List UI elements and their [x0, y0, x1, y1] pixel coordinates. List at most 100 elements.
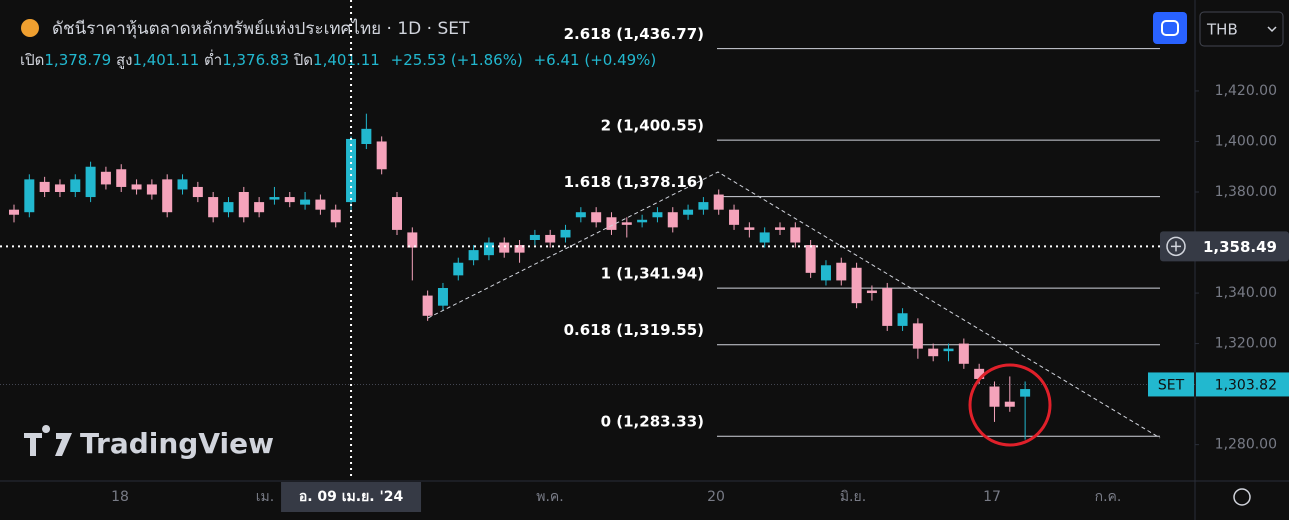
- x-tick-label: 18: [111, 489, 129, 505]
- last-price-box: [1196, 372, 1289, 397]
- currency-label: THB: [1206, 21, 1238, 39]
- legend-value: 1,376.83: [222, 51, 289, 69]
- candle-body: [24, 179, 35, 213]
- x-tick-label: พ.ค.: [536, 489, 564, 505]
- watermark-logo: [24, 425, 72, 456]
- fib-level-label: 1.618 (1,378.16): [564, 173, 704, 191]
- candle-body: [376, 141, 387, 170]
- candle-body: [790, 227, 801, 243]
- candle-body: [897, 313, 908, 326]
- legend-label: สูง: [116, 51, 132, 69]
- candle-body: [729, 209, 740, 225]
- candle-body: [989, 386, 1000, 407]
- legend-label: ต่ำ: [204, 49, 222, 69]
- candle-body: [866, 290, 877, 294]
- candle-body: [39, 181, 50, 192]
- y-tick-label: 1,340.00: [1215, 285, 1277, 301]
- candle-body: [437, 288, 448, 306]
- crosshair-date-label: อ. 09 เม.ย. '24: [299, 489, 404, 505]
- fib-level-label: 0.618 (1,319.55): [564, 321, 704, 339]
- watermark-text: TradingView: [80, 427, 274, 460]
- candle-body: [392, 197, 402, 230]
- compare-button[interactable]: [1153, 12, 1187, 44]
- candle-body: [315, 199, 326, 210]
- candle-body: [330, 209, 341, 223]
- candle-body: [529, 234, 540, 240]
- candle-body: [162, 179, 173, 213]
- candle-body: [606, 217, 617, 230]
- plot-area: [0, 48, 1199, 446]
- candle-body: [146, 184, 157, 195]
- crosshair-date-box: [281, 482, 422, 512]
- candle-body: [805, 245, 816, 273]
- last-price-label: 1,303.82: [1215, 377, 1277, 393]
- candle-body: [85, 166, 96, 198]
- y-tick-label: 1,380.00: [1215, 184, 1277, 200]
- candle-body: [928, 348, 939, 357]
- x-tick-label: มิ.ย.: [840, 489, 866, 505]
- candle-body: [545, 234, 556, 243]
- candle-body: [943, 348, 954, 352]
- candle-body: [637, 219, 648, 223]
- fib-level-label: 2 (1,400.55): [601, 117, 704, 135]
- y-tick-label: 1,280.00: [1215, 437, 1277, 453]
- candle-body: [1004, 401, 1015, 407]
- candle-body: [223, 202, 234, 213]
- candle-body: [974, 368, 985, 379]
- candle-body: [116, 169, 127, 187]
- candle-body: [851, 267, 862, 304]
- dropdown-arrow: [1267, 26, 1277, 33]
- legend-change: +6.41 (+0.49%): [534, 51, 657, 69]
- candle-body: [652, 212, 663, 218]
- x-tick-label: 17: [983, 489, 1001, 505]
- candle-body: [683, 209, 694, 215]
- candle-body: [775, 227, 785, 230]
- candle-body: [1020, 389, 1031, 397]
- y-tick-label: 1,400.00: [1215, 133, 1277, 149]
- candle-body: [131, 184, 142, 190]
- candle-body: [54, 184, 65, 192]
- symbol-box: [1148, 372, 1194, 397]
- candle-body: [254, 202, 265, 213]
- highlight-circle: [968, 363, 1052, 447]
- add-alert-plus: [1171, 241, 1181, 252]
- candle-body: [238, 192, 249, 218]
- y-tick-label: 1,420.00: [1215, 83, 1277, 99]
- candle-body: [882, 288, 893, 326]
- candle-body: [713, 194, 724, 210]
- legend-value: 1,378.79: [44, 51, 111, 69]
- legend-label: เปิด: [20, 51, 44, 69]
- crosshair-price-box: [1160, 231, 1289, 262]
- x-tick-label: 20: [707, 489, 725, 505]
- fib-level-label: 1 (1,341.94): [601, 265, 704, 283]
- candle-body: [744, 227, 755, 230]
- symbol-label: SET: [1158, 377, 1185, 393]
- legend-value: 1,401.11: [132, 51, 199, 69]
- candle-body: [192, 186, 203, 198]
- candle-body: [468, 250, 479, 261]
- settings-icon[interactable]: [1233, 488, 1251, 506]
- candle-body: [621, 222, 632, 225]
- candle-body: [499, 242, 510, 253]
- candle-body: [269, 197, 280, 200]
- add-alert-icon: [1166, 236, 1186, 257]
- candle-body: [361, 128, 372, 144]
- candle-body: [514, 245, 525, 253]
- watermark: TradingView: [24, 425, 274, 460]
- legend-value: 1,401.11: [313, 51, 380, 69]
- crosshair-price-label: 1,358.49: [1203, 238, 1277, 256]
- fib-level-label: 0 (1,283.33): [601, 413, 704, 431]
- candle-body: [300, 199, 311, 205]
- legend-label: ปิด: [293, 51, 313, 69]
- candle-body: [560, 229, 571, 238]
- fib-level-label: 2.618 (1,436.77): [564, 25, 704, 43]
- candle-body: [575, 212, 586, 218]
- legend-change: +25.53 (+1.86%): [391, 51, 523, 69]
- x-tick-label: ก.ค.: [1095, 489, 1122, 505]
- currency-select[interactable]: [1199, 11, 1284, 47]
- candle-body: [820, 265, 831, 281]
- candle-body: [698, 202, 709, 210]
- candle-body: [70, 179, 81, 192]
- candle-body: [483, 242, 494, 256]
